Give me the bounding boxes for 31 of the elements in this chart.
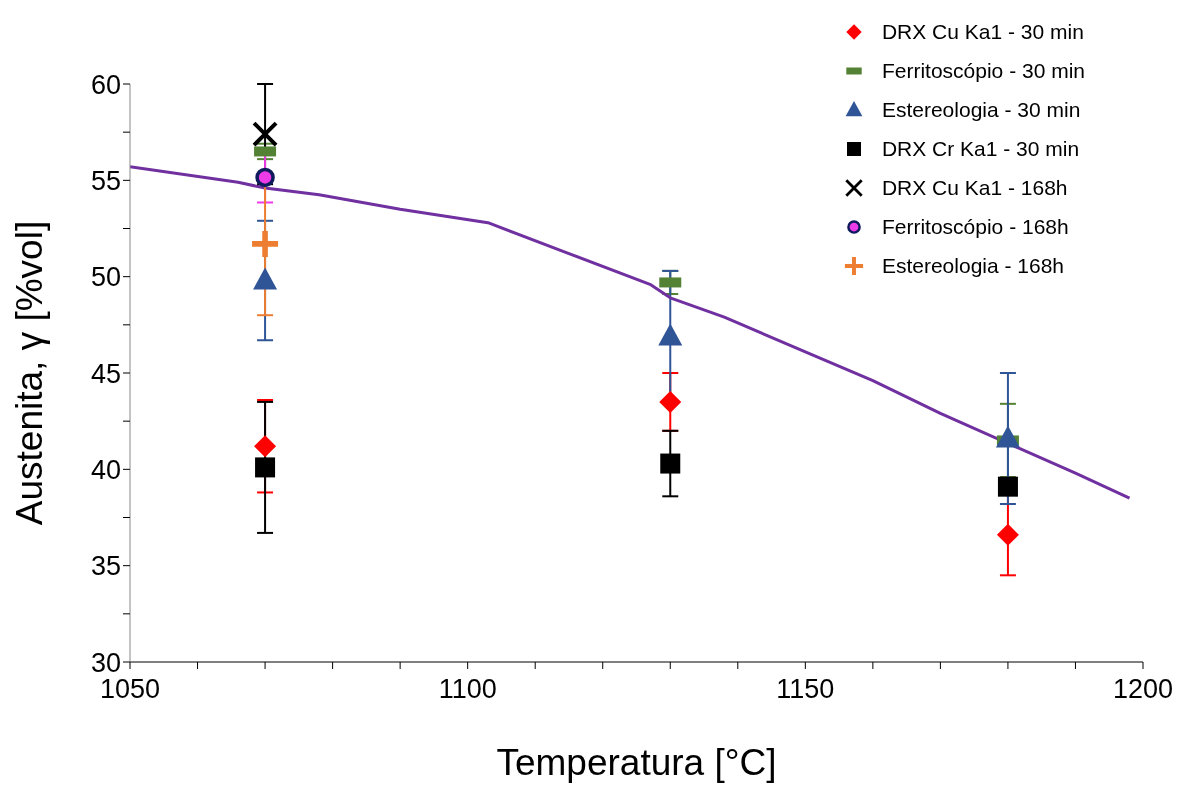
x-tick-label: 1200 [1112,674,1174,705]
point [252,230,279,257]
y-axis-title: Austenita, γ [%vol] [9,220,50,526]
point [659,390,682,413]
y-tick-label: 35 [90,551,121,582]
x-axis-title: Temperatura [°C] [496,742,777,783]
legend-label: Estereologia - 30 min [881,97,1081,123]
point [255,167,275,188]
y-tick-label: 45 [90,358,121,389]
point [254,435,277,458]
legend-label: DRX Cu Ka1 - 168h [881,175,1068,201]
x-tick-label: 1100 [438,674,497,705]
x-tick-label: 1150 [776,674,835,705]
point [660,453,681,474]
y-tick-label: 40 [90,454,121,485]
y-tick-label: 50 [90,262,121,293]
legend-label: DRX Cr Ka1 - 30 min [881,136,1080,162]
point [997,476,1018,497]
line-series [130,165,1131,500]
y-tick-label: 60 [90,69,121,100]
point [252,121,279,148]
legend-label: DRX Cu Ka1 - 30 min [881,19,1084,45]
y-tick-label: 55 [90,165,121,196]
point [658,323,683,346]
legend-label: Estereologia - 168h [881,253,1065,279]
point [255,457,276,478]
point [995,425,1020,448]
point [996,523,1019,546]
legend-label: Ferritoscópio - 168h [881,214,1069,240]
point [253,267,278,290]
legend-label: Ferritoscópio - 30 min [881,58,1085,84]
